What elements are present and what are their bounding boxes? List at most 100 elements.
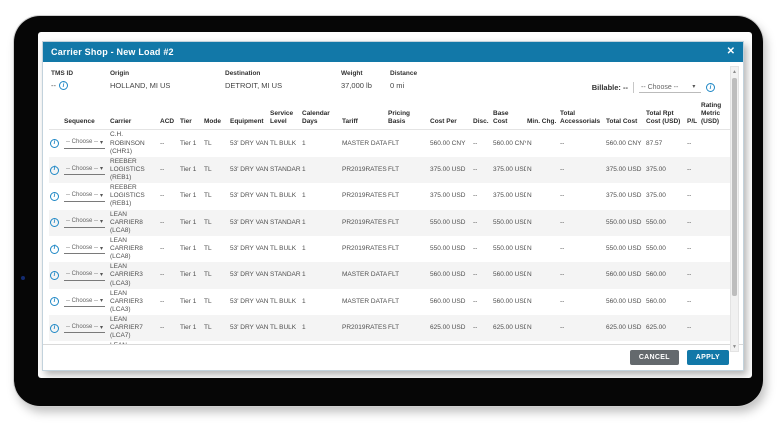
row-info-cell: i [49,262,63,288]
disc-cell: -- [473,297,478,305]
equipment-cell: 53' DRY VAN [230,297,269,305]
acd-cell: -- [160,324,165,332]
distance-field: Distance 0 mi [390,70,450,90]
carrier-name: LEAN CARRIER3 [110,342,157,344]
tier-cell: Tier 1 [180,271,197,279]
sequence-cell: -- Choose -- ▾ [63,130,109,157]
service-level-cell: TL BULK [270,297,297,305]
total-accessorials-cell: -- [560,324,565,332]
service-level-cell: TL BULK [270,324,297,332]
service-level-cell: TL BULK [270,139,297,147]
scroll-up-icon[interactable]: ▲ [732,68,737,75]
carrier-table-body: i -- Choose -- ▾ C.H. ROBINSON (CHR1) --… [49,130,738,344]
power-led [21,276,25,280]
distance-value: 0 mi [390,81,405,90]
row-info-icon[interactable]: i [50,191,59,201]
sequence-dropdown-value: -- Choose -- [66,244,99,251]
row-info-icon[interactable]: i [50,244,59,254]
billable-info-icon[interactable]: i [706,83,715,92]
pl-cell: -- [687,139,692,147]
acd-cell: -- [160,271,165,279]
total-cost-cell: 560.00 EUR [605,341,645,344]
row-info-icon[interactable]: i [50,297,59,307]
origin-field: Origin HOLLAND, MI US [110,70,225,90]
column-header: Pricing Basis [387,100,429,131]
sequence-dropdown[interactable]: -- Choose -- ▾ [64,323,105,334]
column-header: Min. Chg. [526,100,559,131]
tier-cell: Tier 1 [180,165,197,173]
chevron-down-icon: ▾ [99,298,103,305]
acd-cell: -- [160,218,165,226]
total-rpt-cost-cell: 560.00 [646,271,666,279]
dialog-footer: CANCEL APPLY [43,344,743,370]
row-info-icon[interactable]: i [50,271,59,281]
sequence-dropdown[interactable]: -- Choose -- ▾ [64,217,105,228]
column-header: Base Cost [492,100,526,131]
billable-dropdown[interactable]: -- Choose -- ▾ [639,83,701,93]
cost-per-cell: 560.00 USD [430,271,466,279]
column-header: Tier [179,100,203,131]
destination-label: Destination [225,70,261,77]
base-cost-cell: 375.00 USD [493,192,526,200]
column-header: Tariff [341,100,387,131]
vertical-scrollbar[interactable]: ▲ ▼ [730,66,739,352]
min-chg-cell: N [527,218,532,226]
sequence-cell: -- Choose -- ▾ [63,262,109,288]
close-icon[interactable]: ✕ [726,46,735,57]
base-cost-cell: 550.00 USD [493,245,526,252]
row-info-icon[interactable]: i [50,139,59,149]
acd-cell: -- [159,341,179,344]
pl-cell: -- [687,192,692,200]
row-info-cell: i [49,157,63,183]
tier-cell: Tier 1 [180,218,197,226]
base-cost-cell: 550.00 USD [493,218,526,226]
row-info-cell: i [49,341,63,344]
column-header: Total Cost [605,100,645,131]
column-header: Disc. [472,100,492,131]
row-info-icon[interactable]: i [50,165,59,175]
mode-cell: TL [204,297,212,305]
equipment-cell: 53' DRY VAN [230,218,269,226]
acd-cell: -- [160,245,165,252]
column-header: Sequence [63,100,109,131]
sequence-dropdown-value: -- Choose -- [66,323,99,330]
scrollbar-thumb[interactable] [732,78,737,296]
tier-cell: Tier 1 [179,341,203,344]
total-accessorials-cell: -- [560,165,565,173]
calendar-days-cell: 1 [302,165,306,173]
row-info-icon[interactable]: i [50,218,59,228]
total-rpt-cost-cell: 87.57 [646,139,663,147]
sequence-dropdown[interactable]: -- Choose -- ▾ [64,191,105,202]
table-row: i -- Choose -- ▾ LEAN CARRIER3 (LCA3) --… [49,262,738,289]
tariff-cell: PR2019RATES [342,245,387,252]
sequence-dropdown[interactable]: -- Choose -- ▾ [64,270,105,281]
min-chg-cell: N [527,245,532,252]
total-accessorials-cell: -- [559,341,605,344]
row-info-icon[interactable]: i [50,323,59,333]
tms-id-info-icon[interactable]: i [59,81,68,90]
scroll-down-icon[interactable]: ▼ [732,343,737,350]
sequence-dropdown[interactable]: -- Choose -- ▾ [64,244,105,255]
sequence-cell: -- Choose -- ▾ [63,315,109,341]
table-row: i -- Choose -- ▾ LEAN CARRIER7 (LCA7) --… [49,315,738,342]
table-row: i -- Choose -- ▾ C.H. ROBINSON (CHR1) --… [49,130,738,157]
pricing-basis-cell: FLT [388,139,400,147]
tms-id-field: TMS ID -- i [51,70,110,90]
total-cost-cell: 375.00 USD [606,165,642,173]
disc-cell: -- [473,139,478,147]
table-row: i -- Choose -- ▾ REEBER LOGISTICS (REB1)… [49,183,738,209]
cost-per-cell: 560.00 EUR [429,341,472,344]
chevron-down-icon: ▾ [99,140,103,147]
apply-button[interactable]: APPLY [686,350,729,365]
sequence-dropdown[interactable]: -- Choose -- ▾ [64,165,105,176]
base-cost-cell: 625.00 USD [493,324,526,332]
sequence-dropdown-value: -- Choose -- [66,192,99,199]
min-chg-cell: N [527,192,532,200]
sequence-dropdown-value: -- Choose -- [66,297,99,304]
total-rpt-cost-cell: 375.00 [646,165,666,173]
distance-label: Distance [390,70,418,77]
sequence-dropdown[interactable]: -- Choose -- ▾ [64,138,105,149]
cancel-button[interactable]: CANCEL [629,350,679,365]
tariff-cell: MASTER DATA [342,297,387,305]
sequence-dropdown[interactable]: -- Choose -- ▾ [64,297,105,308]
